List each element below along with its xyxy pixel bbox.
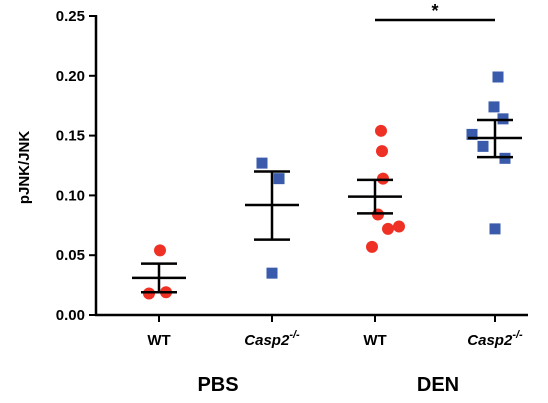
category-name: WT: [363, 332, 386, 349]
group-label: DEN: [417, 374, 459, 396]
data-point: [478, 141, 489, 152]
category-name: Casp2: [244, 332, 290, 349]
group-label: PBS: [197, 374, 238, 396]
x-category-label: Casp2-/-: [467, 329, 523, 349]
axes: [89, 15, 528, 322]
y-tick-label: 0.15: [56, 128, 85, 145]
data-point: [490, 223, 501, 234]
category-name: WT: [147, 332, 170, 349]
data-point: [375, 125, 387, 137]
data-point: [376, 145, 388, 157]
category-superscript: -/-: [512, 329, 523, 341]
y-tick-label: 0.10: [56, 187, 85, 204]
x-category-label: Casp2-/-: [244, 329, 300, 349]
y-tick-label: 0.05: [56, 247, 85, 264]
data-point: [154, 244, 166, 256]
significance-label: *: [431, 1, 438, 21]
data-point: [257, 158, 268, 169]
data-point: [393, 220, 405, 232]
data-point: [493, 71, 504, 82]
data-point: [489, 101, 500, 112]
y-tick-label: 0.00: [56, 307, 85, 324]
y-tick-label: 0.20: [56, 68, 85, 85]
data-point: [267, 268, 278, 279]
x-category-label: WT: [363, 332, 386, 349]
category-superscript: -/-: [289, 329, 300, 341]
data-point: [382, 223, 394, 235]
y-tick-label: 0.25: [56, 8, 85, 25]
x-category-label: WT: [147, 332, 170, 349]
category-name: Casp2: [467, 332, 513, 349]
data-marks: [132, 20, 522, 299]
data-point: [366, 241, 378, 253]
data-point: [274, 173, 285, 184]
y-axis-title: pJNK/JNK: [16, 131, 33, 205]
